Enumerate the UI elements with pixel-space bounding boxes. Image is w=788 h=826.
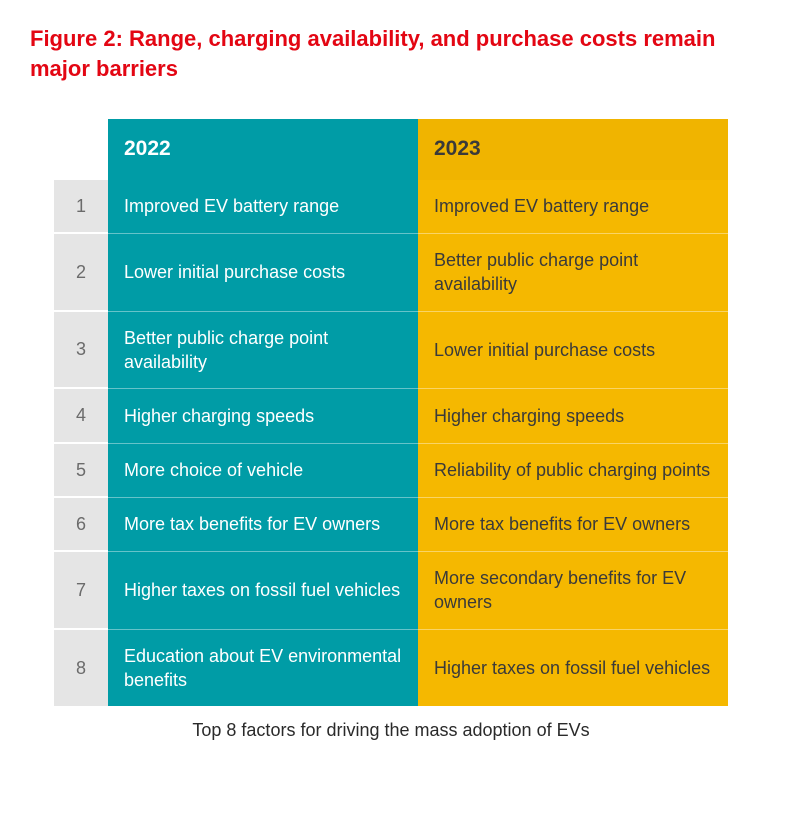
- rank-cell: 5: [54, 444, 108, 498]
- header-2023: 2023: [418, 119, 728, 179]
- cell-2023: Improved EV battery range: [418, 180, 728, 234]
- rank-cell: 1: [54, 180, 108, 234]
- cell-2023: Lower initial purchase costs: [418, 312, 728, 390]
- rank-cell: 8: [54, 630, 108, 707]
- cell-2022: Better public charge point availability: [108, 312, 418, 390]
- header-blank: [54, 119, 108, 179]
- rank-cell: 6: [54, 498, 108, 552]
- cell-2023: More tax benefits for EV owners: [418, 498, 728, 552]
- cell-2022: Higher charging speeds: [108, 389, 418, 443]
- rank-cell: 4: [54, 389, 108, 443]
- cell-2023: Higher taxes on fossil fuel vehicles: [418, 630, 728, 707]
- cell-2022: More choice of vehicle: [108, 444, 418, 498]
- cell-2022: Lower initial purchase costs: [108, 234, 418, 312]
- cell-2022: Improved EV battery range: [108, 180, 418, 234]
- header-2022: 2022: [108, 119, 418, 179]
- cell-2023: More secondary benefits for EV owners: [418, 552, 728, 630]
- cell-2022: Higher taxes on fossil fuel vehicles: [108, 552, 418, 630]
- cell-2023: Higher charging speeds: [418, 389, 728, 443]
- cell-2023: Reliability of public charging points: [418, 444, 728, 498]
- figure-caption: Top 8 factors for driving the mass adopt…: [54, 720, 728, 741]
- cell-2023: Better public charge point availability: [418, 234, 728, 312]
- comparison-table: 2022 2023 1 Improved EV battery range Im…: [54, 119, 758, 706]
- rank-cell: 2: [54, 234, 108, 312]
- rank-cell: 7: [54, 552, 108, 630]
- rank-cell: 3: [54, 312, 108, 390]
- cell-2022: Education about EV environmental benefit…: [108, 630, 418, 707]
- figure-title: Figure 2: Range, charging availability, …: [30, 24, 758, 83]
- cell-2022: More tax benefits for EV owners: [108, 498, 418, 552]
